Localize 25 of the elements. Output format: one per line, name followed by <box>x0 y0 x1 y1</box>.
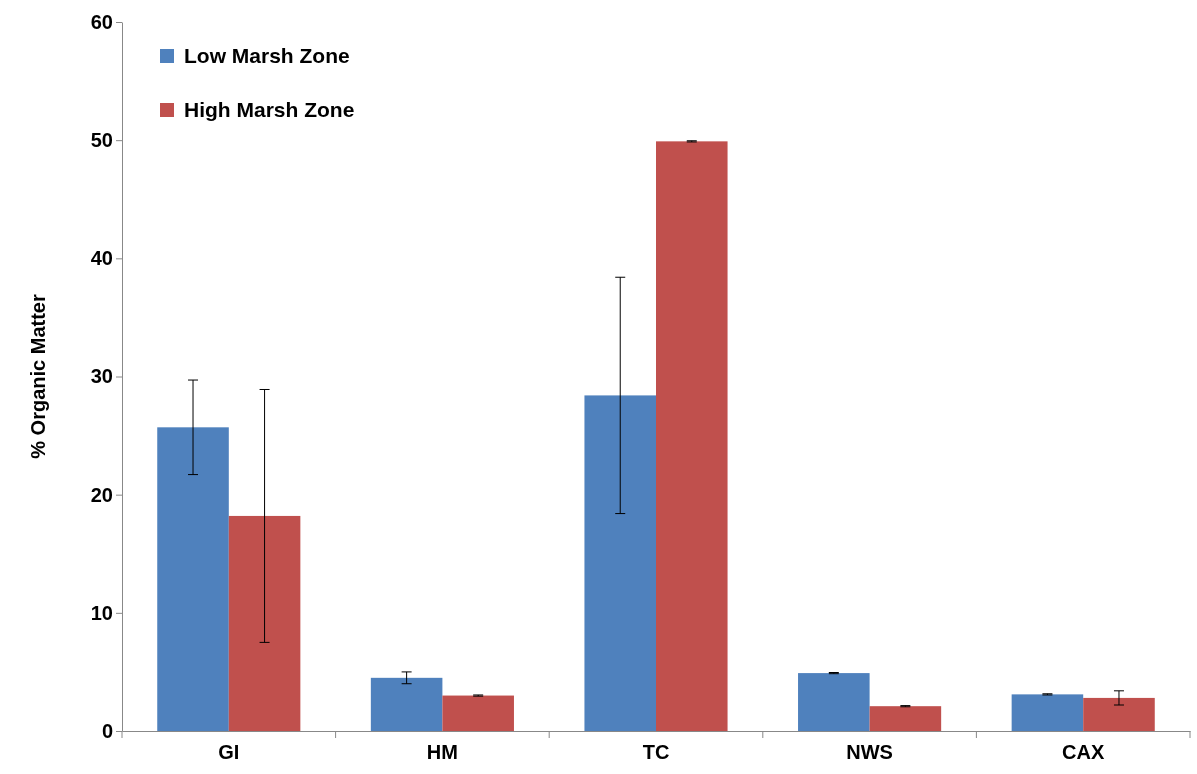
y-tick-label: 50 <box>90 129 113 152</box>
y-tick-label: 20 <box>90 483 113 506</box>
bar <box>798 673 870 731</box>
x-tick-label: CAX <box>1062 741 1105 764</box>
y-tick-label: 0 <box>101 719 113 742</box>
bar <box>370 677 443 731</box>
bar <box>228 515 301 731</box>
bar <box>1083 697 1155 731</box>
x-tick-label: GI <box>218 741 240 764</box>
y-tick-label: 10 <box>90 601 113 624</box>
bar <box>656 141 728 731</box>
y-axis-title: % Organic Matter <box>27 294 49 459</box>
y-tick-label: 40 <box>90 247 113 270</box>
bar <box>584 395 656 731</box>
bar <box>442 695 514 731</box>
legend-label: Low Marsh Zone <box>184 44 350 67</box>
bar <box>1011 694 1084 731</box>
bar <box>869 706 942 731</box>
y-tick-label: 30 <box>90 365 113 388</box>
x-tick-label: HM <box>426 741 458 764</box>
y-tick-label: 60 <box>90 10 113 33</box>
x-tick-label: TC <box>642 741 670 764</box>
x-tick-label: NWS <box>846 741 893 764</box>
legend-label: High Marsh Zone <box>184 98 355 121</box>
bar <box>157 427 229 731</box>
